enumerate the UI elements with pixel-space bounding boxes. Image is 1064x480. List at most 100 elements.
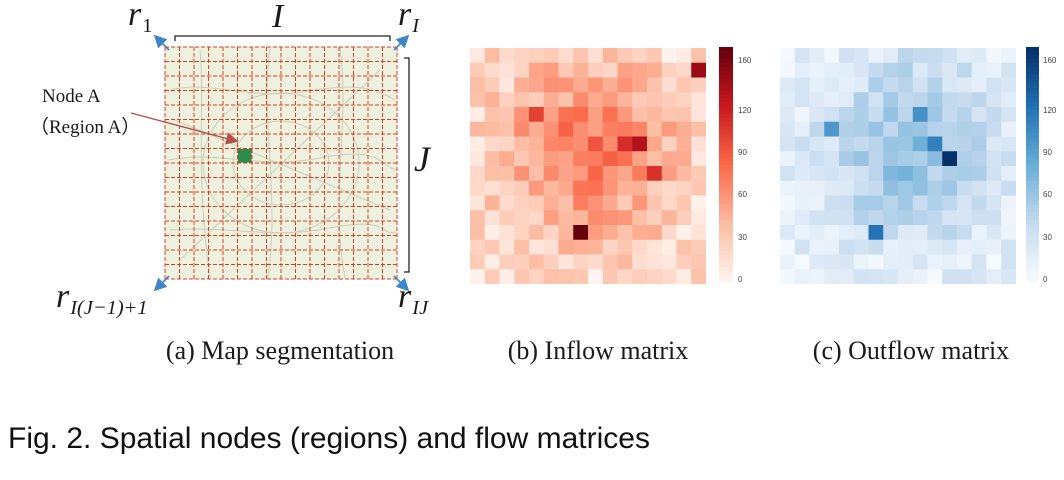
heatmap-cell (676, 121, 692, 137)
heatmap-cell (839, 180, 855, 196)
heatmap-cell (529, 210, 545, 226)
outflow-colorbar (1026, 47, 1039, 283)
heatmap-cell (809, 121, 825, 137)
heatmap-cell (617, 121, 633, 137)
heatmap-cell (839, 62, 855, 78)
node-label-name: Node A (42, 86, 101, 107)
heatmap-cell (617, 62, 633, 78)
colorbar-segment (1026, 176, 1039, 182)
heatmap-cell (484, 151, 500, 167)
colorbar-segment (719, 153, 733, 158)
heatmap-cell (824, 195, 840, 211)
heatmap-cell (927, 77, 943, 93)
heatmap-cell (794, 151, 810, 167)
heatmap-cell (588, 195, 604, 211)
heatmap-cell (691, 48, 706, 64)
heatmap-cell (971, 166, 987, 182)
heatmap-cell (661, 195, 677, 211)
heatmap-cell (780, 210, 796, 226)
heatmap-cell (1001, 195, 1016, 211)
heatmap-cell (499, 48, 515, 64)
heatmap-cell (661, 92, 677, 108)
colorbar-segment (1026, 58, 1039, 64)
heatmap-cell (632, 92, 648, 108)
heatmap-cell (602, 107, 618, 123)
heatmap-cell (588, 136, 604, 152)
heatmap-cell (529, 239, 545, 255)
heatmap-cell (543, 239, 559, 255)
heatmap-cell (529, 48, 545, 64)
heatmap-cell (573, 269, 589, 284)
colorbar-segment (1026, 78, 1039, 83)
outflow-heatmap (780, 48, 1016, 284)
heatmap-cell (883, 269, 899, 284)
heatmap-cell (484, 166, 500, 182)
heatmap-cell (868, 180, 884, 196)
heatmap-cell (676, 225, 692, 241)
inflow-colorbar-ticks: 160 120 90 60 30 0 (738, 47, 768, 284)
heatmap-cell (794, 269, 810, 284)
colorbar-segment (1026, 216, 1039, 221)
heatmap-cell (647, 180, 663, 196)
colorbar-segment (719, 86, 733, 91)
heatmap-cell (514, 269, 530, 284)
colorbar-segment (719, 235, 733, 241)
heatmap-cell (839, 77, 855, 93)
heatmap-cell (971, 195, 987, 211)
heatmap-cell (691, 166, 706, 182)
heatmap-cell (1001, 92, 1016, 108)
colorbar-segment (1026, 50, 1039, 56)
heatmap-cell (676, 180, 692, 196)
heatmap-cell (868, 225, 884, 241)
heatmap-cell (573, 77, 589, 93)
heatmap-cell (957, 62, 973, 78)
caption-outflow-matrix: (c) Outflow matrix (812, 336, 1010, 365)
heatmap-cell (824, 166, 840, 182)
heatmap-cell (588, 166, 604, 182)
heatmap-cell (839, 239, 855, 255)
heatmap-cell (986, 107, 1002, 123)
colorbar-segment (1026, 168, 1039, 174)
heatmap-cell (971, 121, 987, 137)
heatmap-cell (647, 269, 663, 284)
heatmap-cell (986, 254, 1002, 270)
colorbar-segment (1026, 188, 1039, 193)
heatmap-cell (1001, 269, 1016, 284)
heatmap-cell (957, 239, 973, 255)
heatmap-cell (986, 195, 1002, 211)
heatmap-cell (588, 254, 604, 270)
heatmap-cell (543, 166, 559, 182)
heatmap-cell (602, 180, 618, 196)
heatmap-cell (676, 239, 692, 255)
heatmap-cell (794, 136, 810, 152)
heatmap-cell (853, 48, 869, 64)
colorbar-segment (719, 90, 733, 95)
heatmap-cell (676, 62, 692, 78)
heatmap-cell (898, 48, 914, 64)
heatmap-cell (942, 210, 958, 226)
outflow-colorbar-ticks: 160 120 90 60 30 0 (1043, 47, 1063, 284)
heatmap-cell (883, 136, 899, 152)
heatmap-cell (691, 151, 706, 167)
heatmap-cell (824, 136, 840, 152)
colorbar-segment (1026, 117, 1039, 123)
colorbar-segment (1026, 74, 1039, 79)
colorbar-segment (719, 224, 733, 229)
heatmap-cell (573, 121, 589, 137)
colorbar-segment (1026, 109, 1039, 115)
colorbar-segment (719, 168, 733, 174)
heatmap-cell (971, 151, 987, 167)
heatmap-cell (809, 254, 825, 270)
heatmap-cell (986, 180, 1002, 196)
heatmap-cell (1001, 77, 1016, 93)
heatmap-cell (558, 180, 574, 196)
colorbar-segment (719, 109, 733, 115)
colorbar-tick-label: 60 (1043, 190, 1052, 199)
colorbar-segment (719, 62, 733, 68)
colorbar-segment (1026, 94, 1039, 99)
heatmap-cell (780, 239, 796, 255)
colorbar-tick-label: 30 (1043, 233, 1052, 242)
heatmap-cell (780, 166, 796, 182)
heatmap-cell (853, 254, 869, 270)
heatmap-cell (927, 239, 943, 255)
